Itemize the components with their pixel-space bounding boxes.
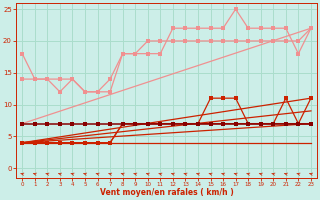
- X-axis label: Vent moyen/en rafales ( km/h ): Vent moyen/en rafales ( km/h ): [100, 188, 234, 197]
